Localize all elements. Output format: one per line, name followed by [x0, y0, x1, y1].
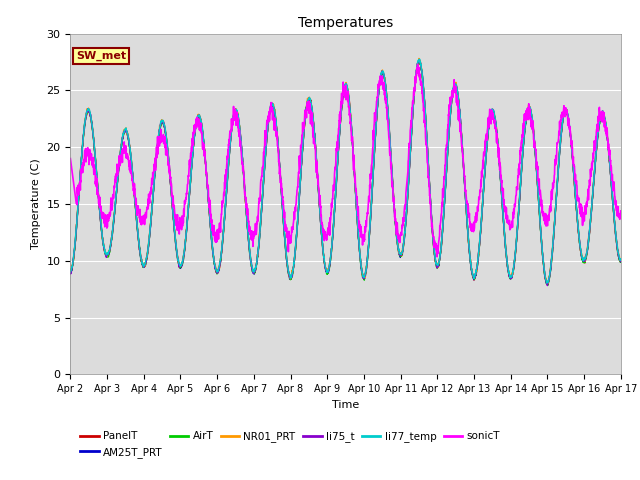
sonicT	[506, 227, 514, 233]
AM25T_PRT	[67, 270, 74, 276]
AM25T_PRT	[374, 105, 381, 111]
Line: li75_t: li75_t	[70, 60, 621, 286]
NR01_PRT	[415, 56, 423, 61]
NR01_PRT	[67, 269, 74, 275]
PanelT	[544, 282, 552, 288]
PanelT	[374, 105, 381, 111]
AirT	[617, 258, 625, 264]
PanelT	[506, 275, 513, 280]
AirT	[374, 105, 381, 111]
li77_temp	[362, 270, 369, 276]
li77_temp	[220, 223, 228, 228]
li77_temp	[569, 156, 577, 162]
li75_t	[67, 270, 74, 276]
Line: li77_temp: li77_temp	[70, 59, 621, 283]
Line: sonicT: sonicT	[70, 64, 621, 257]
li75_t	[617, 258, 625, 264]
sonicT	[617, 208, 625, 214]
AirT	[584, 244, 592, 250]
AM25T_PRT	[544, 282, 552, 288]
AirT	[67, 270, 74, 276]
NR01_PRT	[506, 273, 513, 279]
Legend: PanelT, AM25T_PRT, AirT, NR01_PRT, li75_t, li77_temp, sonicT: PanelT, AM25T_PRT, AirT, NR01_PRT, li75_…	[76, 427, 504, 462]
li75_t	[362, 270, 369, 276]
AM25T_PRT	[415, 57, 423, 63]
Line: AM25T_PRT: AM25T_PRT	[70, 60, 621, 285]
li77_temp	[67, 269, 74, 275]
PanelT	[220, 224, 228, 230]
AM25T_PRT	[617, 259, 625, 264]
sonicT	[374, 94, 381, 100]
sonicT	[67, 156, 74, 161]
li75_t	[543, 283, 551, 288]
AM25T_PRT	[584, 244, 592, 250]
AM25T_PRT	[506, 275, 513, 280]
NR01_PRT	[220, 223, 228, 229]
sonicT	[569, 152, 577, 157]
Title: Temperatures: Temperatures	[298, 16, 393, 30]
sonicT	[584, 192, 592, 198]
Text: SW_met: SW_met	[76, 51, 126, 61]
AirT	[506, 275, 513, 281]
AM25T_PRT	[362, 273, 369, 279]
sonicT	[220, 190, 228, 195]
Y-axis label: Temperature (C): Temperature (C)	[31, 158, 41, 250]
Line: AirT: AirT	[70, 61, 621, 285]
sonicT	[414, 61, 422, 67]
AirT	[544, 282, 552, 288]
X-axis label: Time: Time	[332, 400, 359, 409]
sonicT	[433, 254, 441, 260]
li75_t	[584, 243, 592, 249]
li77_temp	[543, 280, 551, 286]
NR01_PRT	[374, 104, 381, 110]
sonicT	[362, 229, 369, 235]
NR01_PRT	[584, 243, 592, 249]
li75_t	[220, 224, 228, 229]
Line: NR01_PRT: NR01_PRT	[70, 59, 621, 284]
li75_t	[506, 272, 513, 278]
PanelT	[362, 271, 369, 276]
PanelT	[617, 259, 625, 265]
NR01_PRT	[617, 257, 625, 263]
NR01_PRT	[362, 273, 369, 279]
PanelT	[584, 242, 592, 248]
AM25T_PRT	[220, 224, 228, 230]
AirT	[569, 156, 577, 162]
PanelT	[569, 156, 577, 161]
PanelT	[67, 268, 74, 274]
li75_t	[374, 104, 381, 110]
li77_temp	[584, 243, 592, 249]
PanelT	[415, 57, 423, 63]
AM25T_PRT	[569, 157, 577, 163]
AirT	[362, 272, 369, 277]
li77_temp	[374, 103, 381, 108]
AirT	[220, 224, 228, 230]
AirT	[415, 58, 423, 64]
NR01_PRT	[569, 156, 577, 161]
li77_temp	[617, 257, 625, 263]
li75_t	[415, 57, 423, 63]
NR01_PRT	[543, 281, 550, 287]
li75_t	[569, 156, 577, 161]
Line: PanelT: PanelT	[70, 60, 621, 285]
li77_temp	[416, 56, 424, 62]
li77_temp	[506, 272, 513, 278]
